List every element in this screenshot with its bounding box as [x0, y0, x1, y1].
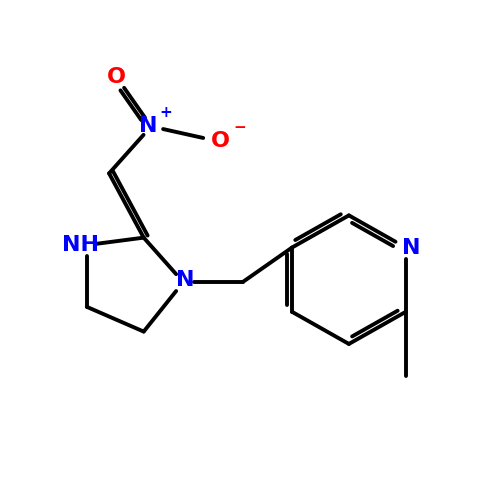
Text: O: O — [211, 131, 230, 151]
Text: +: + — [160, 105, 172, 120]
Text: N: N — [402, 238, 421, 258]
Text: NH: NH — [62, 235, 100, 255]
Text: N: N — [140, 116, 158, 136]
Text: −: − — [234, 120, 246, 135]
Text: O: O — [107, 67, 126, 87]
Text: N: N — [176, 270, 195, 289]
